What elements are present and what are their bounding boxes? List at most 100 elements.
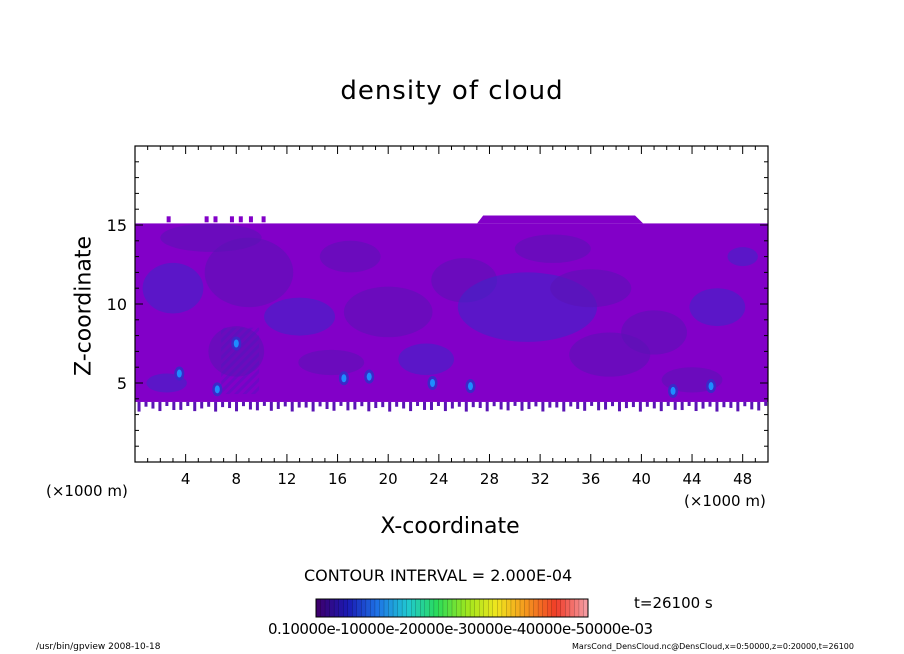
colorbar-cell: [411, 599, 417, 617]
colorbar-cell: [461, 599, 467, 617]
colorbar-cell: [379, 599, 385, 617]
cloud-base-fringe: [311, 401, 315, 412]
cloud-top-fringe: [248, 216, 253, 223]
cloud-base-fringe: [583, 401, 587, 411]
colorbar-cell: [402, 599, 408, 617]
colorbar-cell: [501, 599, 507, 617]
cloud-base-fringe: [722, 401, 726, 408]
cloud-base-fringe: [200, 401, 204, 409]
colorbar-cell: [578, 599, 584, 617]
cloud-base-fringe: [659, 401, 663, 412]
cloud-base-fringe: [638, 401, 642, 412]
cloud-base-fringe: [485, 401, 489, 412]
cloud-base-fringe: [318, 401, 322, 407]
colorbar-cell: [325, 599, 331, 617]
peak-cell-core: [430, 379, 436, 387]
colorbar-cell: [420, 599, 426, 617]
x-axis-label: X-coordinate: [380, 514, 520, 539]
x-tick-label: 24: [429, 470, 448, 488]
cloud-base-fringe: [283, 401, 287, 407]
cloud-base-fringe: [701, 401, 705, 409]
colorbar-cell: [361, 599, 367, 617]
field-structure: [160, 223, 262, 252]
cloud-base-fringe: [346, 401, 350, 411]
colorbar-cell: [524, 599, 530, 617]
cloud-base-fringe: [590, 401, 594, 406]
colorbar-cell: [456, 599, 462, 617]
colorbar-cell: [415, 599, 421, 617]
cloud-base-fringe: [172, 401, 176, 411]
cloud-base-fringe: [214, 401, 218, 412]
colorbar-cell: [515, 599, 521, 617]
field-structure: [343, 286, 433, 338]
cloud-base-fringe: [297, 401, 301, 408]
colorbar-frame: [315, 598, 589, 618]
cloud-base-fringe: [290, 401, 294, 412]
cloud-base-fringe: [464, 401, 468, 412]
cloud-base-fringe: [450, 401, 454, 409]
cloud-base-fringe: [144, 401, 148, 407]
field-structure: [298, 349, 365, 376]
x-tick-label: 32: [531, 470, 550, 488]
peak-cell-core: [708, 382, 714, 391]
cloud-base-fringe: [694, 401, 698, 412]
colorbar-cell: [438, 599, 444, 617]
footer-program: /usr/bin/gpview 2008-10-18: [36, 642, 161, 652]
x-tick-label: 12: [277, 470, 296, 488]
peak-cell-core: [670, 386, 676, 395]
cloud-base-fringe: [443, 401, 447, 412]
cloud-base-fringe: [715, 401, 719, 412]
cloud-base-fringe: [193, 401, 197, 412]
cloud-base-fringe: [736, 401, 740, 412]
cloud-base-fringe: [276, 401, 280, 409]
cloud-base-fringe: [520, 401, 524, 411]
colorbar-cell: [347, 599, 353, 617]
colorbar-cell: [556, 599, 562, 617]
colorbar-cell: [320, 599, 326, 617]
cloud-base-fringe: [207, 401, 211, 407]
cloud-base-fringe: [360, 401, 364, 407]
field-structure: [142, 262, 204, 314]
colorbar-labels: 0.10000e-10000e-20000e-30000e-40000e-500…: [268, 620, 653, 638]
field-structure: [727, 247, 758, 267]
cloud-base-fringe: [235, 401, 239, 412]
cloud-base-fringe: [764, 401, 768, 406]
colorbar-cell: [384, 599, 390, 617]
cloud-top-fringe: [213, 216, 218, 223]
cloud-base-fringe: [304, 401, 308, 408]
cloud-top-fringe: [261, 216, 266, 223]
cloud-base-fringe: [645, 401, 649, 407]
density-field: [135, 215, 768, 412]
cloud-base-fringe: [436, 401, 440, 407]
colorbar-cell: [520, 599, 526, 617]
cloud-base-fringe: [506, 401, 510, 411]
colorbar-cell: [465, 599, 471, 617]
colorbar-cell: [429, 599, 435, 617]
colorbar-cell: [583, 599, 589, 617]
x-tick-label: 8: [232, 470, 242, 488]
colorbar: [315, 598, 589, 618]
cloud-base-fringe: [478, 401, 482, 408]
cloud-base-fringe: [624, 401, 628, 409]
colorbar-cell: [338, 599, 344, 617]
colorbar-cell: [424, 599, 430, 617]
colorbar-cell: [551, 599, 557, 617]
cloud-top-fringe: [204, 216, 209, 223]
y-tick-label: 10: [107, 295, 127, 314]
cloud-base-fringe: [499, 401, 503, 410]
peak-cell-core: [341, 374, 347, 383]
y-tick-label: 5: [117, 374, 127, 393]
field-structure: [569, 332, 651, 377]
colorbar-cell: [470, 599, 476, 617]
cloud-base-fringe: [241, 401, 245, 407]
cloud-base-fringe: [374, 401, 378, 409]
peak-cell-core: [233, 339, 239, 348]
chart-title: density of cloud: [340, 76, 564, 106]
y-tick-label: 15: [107, 216, 127, 235]
cloud-base-fringe: [388, 401, 392, 412]
x-tick-label: 40: [632, 470, 651, 488]
cloud-base-fringe: [576, 401, 580, 409]
cloud-base-fringe: [534, 401, 538, 407]
cloud-base-fringe: [409, 401, 413, 412]
